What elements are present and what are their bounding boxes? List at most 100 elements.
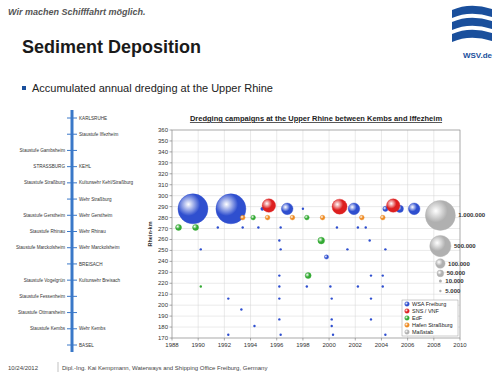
river-tick [67,215,77,216]
map-label: KARLSRUHE [79,116,107,121]
size-label: 100.000 [448,261,470,267]
y-tick-label: 290 [158,204,169,210]
bubble [302,208,304,210]
plot-frame [172,130,460,338]
tick-mark [302,338,303,341]
bubble [348,203,360,215]
bubble [320,215,325,220]
tick-mark [170,305,173,306]
bubble [178,194,208,224]
bullet-text: Accumulated annual dredging at the Upper… [32,82,273,94]
bubble [279,334,281,336]
map-label: BASEL [79,343,94,348]
tick-mark [170,283,173,284]
grid-line [276,130,277,338]
title: Sediment Deposition [22,37,201,57]
river-tick [67,280,77,281]
y-tick-label: 190 [158,313,169,319]
tick-mark [170,294,173,295]
river-tick [67,134,77,135]
size-label: 5.000 [445,288,461,294]
map-label: STRASSBURG [33,164,65,169]
tick-mark [170,162,173,163]
grid-line [172,151,460,152]
river-tick [67,199,77,200]
map-label: Wehr Kembs [79,326,106,331]
legend-swatch [405,309,410,314]
grid-line [250,130,251,338]
legend-box [402,300,458,336]
legend: WSA FreiburgSNS / VNFEdFHafen StraßburgM… [402,300,458,336]
bubble [439,290,441,292]
y-tick-label: 250 [158,247,169,253]
river-tick [67,312,77,313]
tick-mark [170,184,173,185]
bubble [408,203,420,215]
y-tick-label: 260 [158,236,169,242]
tick-mark [170,140,173,141]
grid-line [329,130,330,338]
y-tick-label: 270 [158,226,169,232]
tick-mark [170,130,173,131]
bubble [227,334,229,336]
tick-mark [170,316,173,317]
tick-mark [172,338,173,341]
tick-mark [355,338,356,341]
bubble [370,297,372,299]
logo-wave [452,6,492,18]
tick-mark [170,217,173,218]
bubble [357,285,359,287]
bubble [278,318,280,320]
x-tick-label: 2002 [349,342,363,348]
x-tick-label: 2010 [453,342,467,348]
river-tick [67,247,77,248]
river-tick [67,296,77,297]
bubble [437,270,444,277]
grid-line [381,130,382,338]
map-label: Staustufe Marckolsheim [16,245,65,250]
tick-mark [460,338,461,341]
river-tick [67,345,77,346]
y-tick-label: 280 [158,215,169,221]
bubble [384,334,386,336]
grid-line [172,272,460,273]
y-tick-label: 360 [158,127,169,133]
legend-label: Maßstab [412,329,433,335]
grid-line [172,294,460,295]
bullet-marker [22,86,26,90]
x-tick-label: 1990 [192,342,206,348]
tick-mark [198,338,199,341]
bubble [331,325,333,327]
tick-mark [170,206,173,207]
grid-line [172,217,460,218]
bubble [332,199,347,214]
y-tick-label: 300 [158,193,169,199]
bubble [176,224,182,230]
bubble [384,248,386,250]
bubble [336,226,338,228]
tick-mark [170,250,173,251]
bubble [318,237,325,244]
map-label: Wehr Gerstheim [79,213,113,218]
bubble [265,215,270,220]
map-label: Staustufe Kembs [30,326,66,331]
plot-background [172,130,460,338]
legend-swatch [405,330,410,335]
river-tick [67,150,77,151]
tick-mark [224,338,225,341]
bubble [382,285,384,287]
bubble [382,274,384,276]
legend-swatch [405,323,410,328]
bubble [257,226,259,228]
tick-mark [170,272,173,273]
river-tick [67,231,77,232]
x-tick-label: 2000 [322,342,336,348]
bubble [365,226,367,228]
y-tick-label: 320 [158,171,169,177]
map-label: BREISACH [79,262,103,267]
map-label: Staustufe Rhinau [30,229,66,234]
bubble [380,215,385,220]
tick-mark [170,239,173,240]
tick-mark [170,327,173,328]
legend-label: EdF [412,315,423,321]
